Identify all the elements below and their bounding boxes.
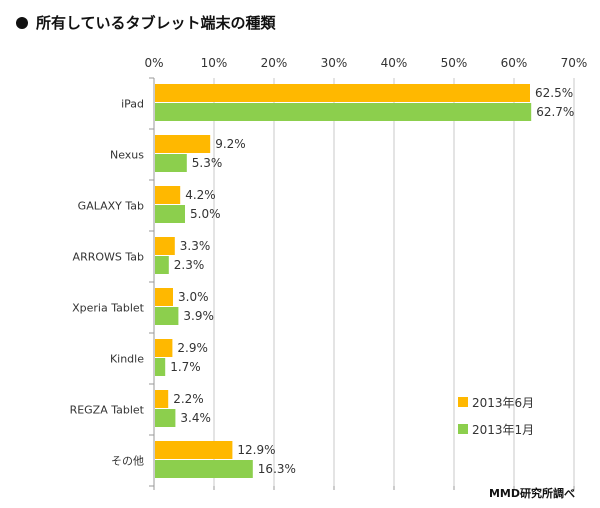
bar-jan-2013 [155,460,253,478]
bar-jan-2013 [155,256,169,274]
legend-label: 2013年6月 [472,396,534,410]
data-label: 2.3% [174,258,205,272]
x-tick-label: 70% [561,56,588,70]
data-label: 9.2% [215,137,246,151]
category-label: Kindle [110,353,144,366]
data-label: 62.7% [536,105,574,119]
bar-jun-2013 [155,339,173,357]
category-label: GALAXY Tab [78,200,144,213]
x-tick-label: 10% [201,56,228,70]
source-note: MMD研究所調べ [489,486,575,500]
x-tick-label: 20% [261,56,288,70]
data-label: 5.3% [192,156,223,170]
bar-jun-2013 [155,390,169,408]
data-label: 5.0% [190,207,221,221]
bar-jan-2013 [155,103,532,121]
bar-jun-2013 [155,135,211,153]
bar-jun-2013 [155,288,173,306]
data-label: 2.9% [177,341,208,355]
bar-jun-2013 [155,84,530,102]
category-label: Nexus [110,149,144,162]
data-label: 3.9% [183,309,214,323]
x-tick-label: 30% [321,56,348,70]
bar-jun-2013 [155,237,175,255]
bar-jan-2013 [155,307,179,325]
data-label: 1.7% [170,360,201,374]
data-label: 4.2% [185,188,216,202]
bar-jan-2013 [155,358,166,376]
x-tick-label: 60% [501,56,528,70]
bar-jan-2013 [155,154,187,172]
legend-swatch [458,397,468,407]
data-label: 62.5% [535,86,573,100]
category-label: ARROWS Tab [73,251,144,264]
x-tick-label: 50% [441,56,468,70]
bar-jun-2013 [155,186,181,204]
x-tick-label: 0% [144,56,163,70]
bar-jun-2013 [155,441,233,459]
category-label: Xperia Tablet [72,302,145,315]
data-label: 3.0% [178,290,209,304]
legend-label: 2013年1月 [472,423,534,437]
data-label: 3.3% [180,239,211,253]
data-label: 16.3% [258,462,296,476]
chart-title: 所有しているタブレット端末の種類 [36,14,277,32]
category-label: iPad [121,98,144,111]
title-bullet-icon [16,17,28,29]
x-tick-label: 40% [381,56,408,70]
data-label: 2.2% [173,392,204,406]
bar-jan-2013 [155,409,176,427]
bar-jan-2013 [155,205,185,223]
category-label: REGZA Tablet [70,404,145,417]
data-label: 12.9% [237,443,275,457]
category-label: その他 [111,455,144,468]
legend-swatch [458,424,468,434]
data-label: 3.4% [180,411,211,425]
